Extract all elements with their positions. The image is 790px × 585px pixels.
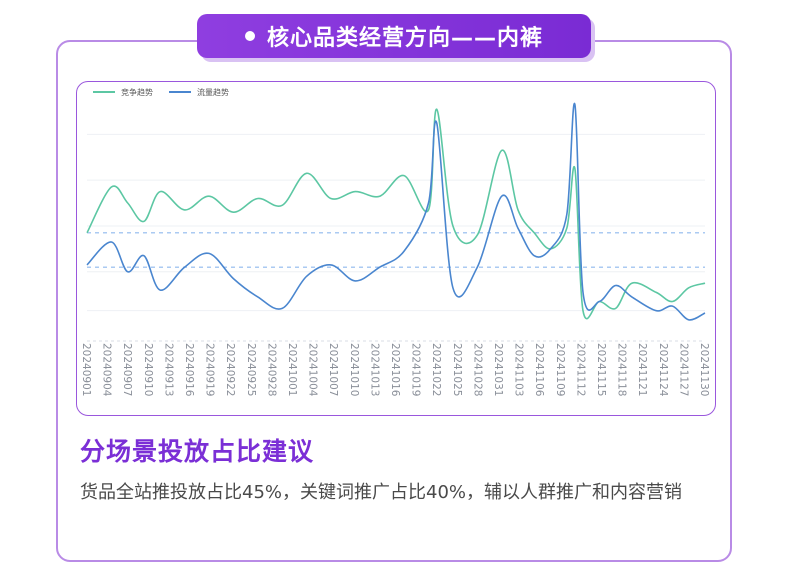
x-tick-label: 20241124: [657, 343, 669, 397]
x-tick-label: 20241130: [698, 343, 710, 396]
x-tick-label: 20241022: [430, 343, 442, 396]
x-tick-label: 20240910: [142, 343, 154, 396]
advice-text: 货品全站推投放占比45%，关键词推广占比40%，辅以人群推广和内容营销: [80, 482, 683, 503]
x-tick-label: 20241106: [533, 343, 545, 397]
x-tick-label: 20240928: [265, 343, 277, 396]
x-tick-label: 20240907: [121, 343, 133, 396]
x-tick-label: 20241004: [307, 343, 319, 397]
x-tick-label: 20241016: [389, 343, 401, 397]
x-tick-label: 20240922: [224, 343, 236, 396]
x-tick-label: 20241028: [471, 343, 483, 396]
x-tick-label: 20240913: [162, 343, 174, 396]
x-tick-label: 20241118: [616, 343, 628, 396]
section-title-banner: 核心品类经营方向——内裤: [197, 14, 591, 58]
x-tick-label: 20240904: [101, 343, 113, 397]
trend-chart: 竞争趋势 流量趋势 20240901 20240904 20240907 2024091…: [76, 81, 716, 416]
x-tick-label: 20240925: [245, 343, 257, 396]
x-tick-label: 20240919: [204, 343, 216, 396]
x-tick-label: 20241121: [636, 343, 648, 396]
x-tick-label: 20241103: [513, 343, 525, 396]
x-tick-label: 20241010: [348, 343, 360, 396]
legend-label: 流量趋势: [197, 87, 229, 97]
x-tick-label: 20241109: [554, 343, 566, 396]
legend-label: 竞争趋势: [121, 87, 153, 97]
section-title: 核心品类经营方向——内裤: [266, 26, 543, 51]
x-tick-label: 20241025: [451, 343, 463, 396]
x-tick-label: 20240901: [80, 343, 92, 396]
x-tick-label: 20241031: [492, 343, 504, 396]
x-tick-label: 20240916: [183, 343, 195, 397]
series-line-traffic: [86, 102, 706, 321]
x-tick-label: 20241019: [410, 343, 422, 396]
x-tick-label: 20241007: [327, 343, 339, 396]
bullet-dot-icon: [244, 31, 255, 41]
x-tick-label: 20241115: [595, 343, 607, 396]
series-line-competition: [86, 108, 706, 320]
x-tick-label: 20241112: [574, 343, 586, 396]
trend-chart-svg: 竞争趋势 流量趋势 20240901 20240904 20240907 2024091…: [80, 87, 710, 397]
x-tick-label: 20241013: [368, 343, 380, 396]
x-tick-label: 20241001: [286, 343, 298, 396]
advice-heading: 分场景投放占比建议: [80, 437, 315, 466]
x-tick-label: 20241127: [677, 343, 689, 396]
